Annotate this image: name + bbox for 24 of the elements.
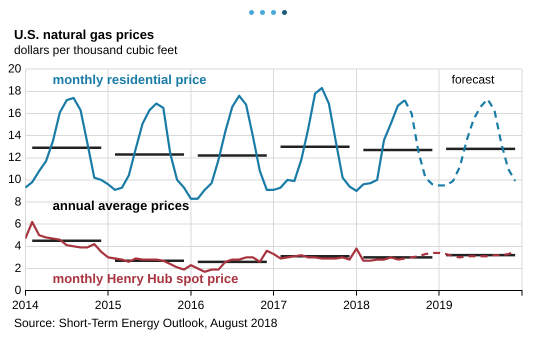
x-tick-label: 2018 bbox=[343, 298, 370, 312]
annotation: annual average prices bbox=[52, 198, 190, 214]
y-tick-label: 14 bbox=[8, 128, 22, 142]
y-tick-label: 12 bbox=[8, 150, 22, 164]
y-tick-label: 10 bbox=[8, 172, 22, 186]
annotation: forecast bbox=[452, 72, 495, 87]
y-tick-label: 0 bbox=[14, 282, 22, 297]
y-tick-label: 20 bbox=[8, 62, 22, 76]
series-label: monthly residential price bbox=[52, 72, 207, 87]
y-tick-label: 8 bbox=[14, 194, 22, 208]
series-label: monthly Henry Hub spot price bbox=[52, 271, 238, 286]
x-tick-label: 2014 bbox=[12, 298, 40, 312]
y-tick-label: 6 bbox=[14, 216, 22, 230]
y-tick-label: 16 bbox=[8, 106, 22, 120]
x-tick-label: 2017 bbox=[260, 298, 288, 312]
y-axis-title: dollars per thousand cubic feet bbox=[14, 43, 178, 57]
x-tick-label: 2019 bbox=[426, 298, 453, 312]
x-tick-label: 2016 bbox=[178, 298, 205, 312]
chart-title: U.S. natural gas prices bbox=[14, 27, 154, 42]
x-tick-label: 2015 bbox=[94, 298, 122, 312]
y-tick-label: 4 bbox=[14, 238, 22, 253]
y-tick-label: 18 bbox=[8, 84, 22, 98]
y-tick-label: 2 bbox=[14, 260, 22, 275]
source-note: Source: Short-Term Energy Outlook, August 2018 bbox=[14, 316, 278, 330]
